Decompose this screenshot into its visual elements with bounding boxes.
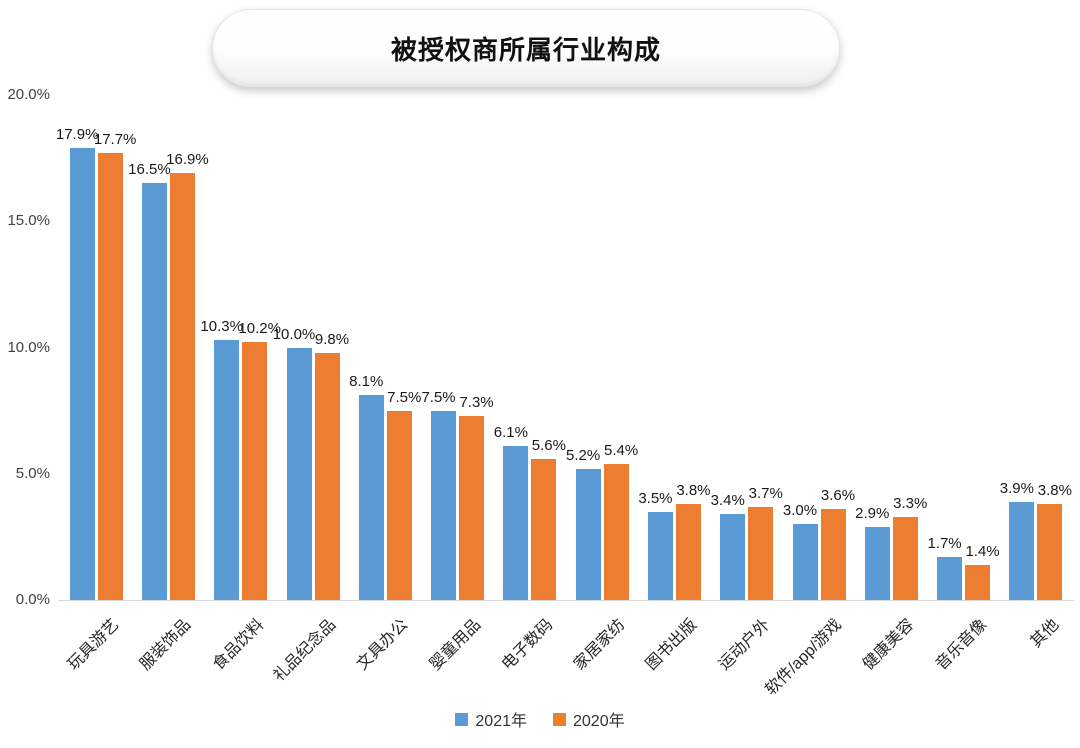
bar-value-label: 7.5% <box>387 388 422 406</box>
category-label: 健康美容 <box>860 616 918 674</box>
bar-2020 <box>242 342 268 600</box>
legend-swatch-2021 <box>455 712 469 726</box>
legend-item-2020: 2020年 <box>553 707 625 731</box>
plot-area: 17.9% 17.7% 16.5% 16.9% 10.3% 10.2% 10.0% 9.8% 8… <box>56 95 1072 600</box>
bar-value-label: 5.2% <box>566 446 601 464</box>
bar-value-label: 3.0% <box>782 502 818 520</box>
bar-value-label: 8.1% <box>349 373 384 391</box>
y-axis-tick: 0.0% <box>15 591 50 608</box>
category-label: 服装饰品 <box>137 616 195 674</box>
category-label: 音乐音像 <box>932 616 990 674</box>
legend-item-2021: 2021年 <box>455 707 527 731</box>
category-label: 电子数码 <box>498 616 557 674</box>
bar-value-label: 17.7% <box>93 131 137 149</box>
bar-2020 <box>603 463 629 600</box>
bar-2020 <box>386 410 412 600</box>
bar-2021 <box>864 526 890 600</box>
bar-value-label: 16.5% <box>128 161 171 179</box>
bar-value-label: 3.8% <box>1037 482 1072 500</box>
bar-2020 <box>892 516 918 600</box>
bar-2020 <box>531 458 557 600</box>
bar-2021 <box>214 339 240 600</box>
legend-label: 2021年 <box>475 713 527 730</box>
bar-2021 <box>141 183 167 600</box>
category-label: 玩具游艺 <box>65 616 123 674</box>
bar-2021 <box>503 445 529 600</box>
bar-value-label: 3.5% <box>638 489 673 507</box>
bar-value-label: 3.6% <box>820 487 856 505</box>
bar-2021 <box>358 395 384 600</box>
bar-2020 <box>820 509 846 600</box>
bar-value-label: 1.4% <box>965 542 1000 560</box>
bar-2021 <box>69 148 95 600</box>
bar-2020 <box>314 352 340 600</box>
bar-value-label: 3.8% <box>676 482 711 500</box>
bar-value-label: 3.3% <box>893 494 928 512</box>
bar-value-label: 5.6% <box>531 436 566 454</box>
category-label: 婴童用品 <box>426 616 484 674</box>
legend: 2021年 2020年 <box>0 704 1080 734</box>
bar-2020 <box>965 564 991 600</box>
category-label: 其他 <box>1027 616 1063 651</box>
category-label: 图书出版 <box>643 616 701 674</box>
bar-2021 <box>286 347 312 600</box>
bar-value-label: 1.7% <box>927 535 962 553</box>
bar-value-label: 3.4% <box>710 492 745 510</box>
bar-2021 <box>575 468 601 600</box>
bar-2020 <box>169 173 195 600</box>
bar-2021 <box>720 514 746 600</box>
bar-2021 <box>647 511 673 600</box>
y-axis-tick: 10.0% <box>7 338 50 356</box>
bar-2021 <box>431 410 457 600</box>
y-axis-tick: 15.0% <box>7 212 50 230</box>
bar-value-label: 10.3% <box>200 317 243 335</box>
legend-label: 2020年 <box>573 713 625 730</box>
category-label: 文具办公 <box>354 616 412 674</box>
chart-title: 被授权商所属行业构成 <box>390 34 661 65</box>
y-axis-tick: 5.0% <box>15 464 50 482</box>
bar-2021 <box>937 557 963 600</box>
category-label: 软件/app/游戏 <box>762 616 846 699</box>
bar-value-label: 7.3% <box>459 393 494 411</box>
bar-value-label: 3.7% <box>748 484 783 502</box>
bar-value-label: 7.5% <box>421 388 456 406</box>
bar-value-label: 6.1% <box>493 423 528 441</box>
category-label: 礼品纪念品 <box>270 616 340 685</box>
category-label: 家居家纺 <box>571 616 629 674</box>
bar-2020 <box>748 506 774 600</box>
category-label: 食品饮料 <box>209 616 267 674</box>
bar-2021 <box>1009 501 1035 600</box>
bar-value-label: 3.9% <box>999 479 1034 497</box>
bar-value-label: 5.4% <box>604 441 639 459</box>
y-axis-tick: 20.0% <box>7 86 50 103</box>
bar-value-label: 2.9% <box>855 504 890 522</box>
bar-2020 <box>675 504 701 600</box>
bar-value-label: 9.8% <box>314 330 350 348</box>
bar-value-label: 10.2% <box>238 320 281 338</box>
chart-title-pill: 被授权商所属行业构成 <box>212 9 840 87</box>
bar-value-label: 10.0% <box>272 325 316 343</box>
category-label: 运动户外 <box>715 616 773 674</box>
bar-2020 <box>1037 504 1063 600</box>
x-axis-line <box>58 600 1074 601</box>
legend-swatch-2020 <box>553 712 566 726</box>
bar-2021 <box>792 524 818 600</box>
bar-2020 <box>97 153 123 600</box>
bar-2020 <box>459 415 485 600</box>
bar-value-label: 16.9% <box>166 151 209 169</box>
bar-value-label: 17.9% <box>55 126 99 144</box>
